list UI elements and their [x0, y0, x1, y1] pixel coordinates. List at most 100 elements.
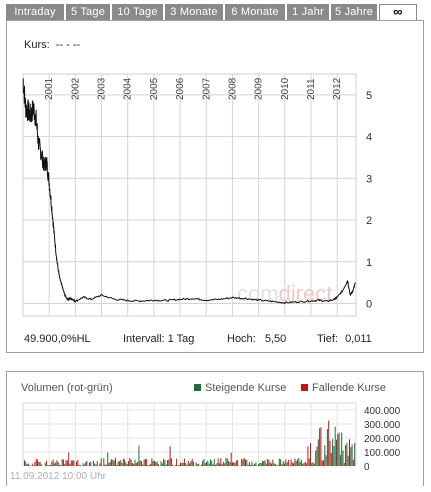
- interval-label: Intervall:: [123, 333, 165, 345]
- volume-bar: [186, 464, 188, 466]
- volume-bar: [261, 460, 263, 466]
- volume-bar: [259, 463, 261, 466]
- volume-bar: [130, 459, 132, 466]
- volume-bar: [337, 434, 339, 466]
- volume-bar: [351, 444, 353, 466]
- volume-bar: [217, 458, 219, 466]
- volume-bar: [177, 465, 179, 466]
- volume-bar: [346, 443, 348, 466]
- volume-bar: [254, 463, 256, 466]
- timeframe-tabs: Intraday 5 Tage 10 Tage 3 Monate 6 Monate 1 J…: [6, 4, 424, 20]
- volume-bar: [219, 463, 220, 466]
- tab-1[interactable]: 5 Tage: [66, 4, 112, 20]
- volume-bar: [55, 462, 57, 466]
- volume-bar: [90, 461, 92, 466]
- volume-bar: [163, 458, 165, 466]
- volume-bar: [221, 464, 223, 466]
- volume-bar: [167, 460, 168, 466]
- y-tick-label: 0: [366, 298, 372, 310]
- volume-bar: [299, 461, 301, 466]
- volume-bar: [269, 462, 271, 466]
- x-tick-label: 2005: [149, 77, 160, 100]
- volume-bar: [51, 461, 53, 466]
- volume-bar: [308, 458, 310, 466]
- volume-bar: [280, 459, 282, 466]
- price-y-axis: 0 1 2 3 4 5: [366, 90, 372, 311]
- volume-bar: [115, 458, 116, 466]
- volume-y-tick-label: 400.000: [364, 406, 401, 417]
- volume-bar: [155, 462, 157, 466]
- low-label: Tief:: [317, 333, 338, 345]
- volume-bar: [297, 459, 298, 466]
- volume-bar: [342, 450, 344, 466]
- tab-7[interactable]: ∞: [379, 4, 417, 20]
- volume-bar: [76, 461, 77, 466]
- volume-bar: [284, 463, 285, 466]
- volume-bar: [343, 462, 345, 466]
- volume-bar: [213, 458, 215, 466]
- volume-bar: [300, 459, 302, 466]
- price-chart: 2001 2002 2003 2004 2005 2006 2007 2008 2009 2010…: [22, 73, 372, 317]
- volume-bar: [144, 458, 146, 466]
- volume-bar: [129, 458, 131, 466]
- volume-bar: [56, 460, 58, 466]
- volume-chart: 400.000 300.000 200.000 100.000 0: [22, 402, 401, 472]
- volume-frame: [22, 402, 357, 467]
- volume-bar: [44, 462, 46, 466]
- volume-bar: [229, 462, 231, 466]
- volume-bar: [183, 458, 185, 466]
- tab-6[interactable]: 5 Jahre: [331, 4, 379, 20]
- volume-bar: [196, 464, 198, 466]
- volume-bar: [200, 464, 202, 466]
- volume-bar: [157, 463, 159, 466]
- tab-4[interactable]: 6 Monate: [225, 4, 287, 20]
- quote-value: -- - --: [55, 39, 81, 51]
- volume-bar: [339, 454, 341, 466]
- volume-bar: [222, 461, 224, 466]
- tab-3[interactable]: 3 Monate: [165, 4, 225, 20]
- tab-0[interactable]: Intraday: [6, 4, 66, 20]
- volume-bar: [83, 464, 85, 466]
- volume-bar: [232, 462, 233, 466]
- volume-bar: [211, 460, 213, 466]
- volume-bar: [311, 463, 313, 466]
- volume-bar: [31, 463, 33, 466]
- tab-5[interactable]: 1 Jahr: [287, 4, 331, 20]
- volume-bar: [243, 458, 245, 466]
- watermark: comdirect: [237, 281, 332, 306]
- volume-bar: [134, 459, 136, 466]
- volume-bar: [190, 461, 192, 466]
- volume-bar: [124, 459, 126, 466]
- volume-bar: [39, 461, 41, 466]
- x-tick-label: 2011: [306, 78, 317, 100]
- tab-2[interactable]: 10 Tage: [112, 4, 165, 20]
- volume-bar: [250, 464, 252, 466]
- volume-bar: [241, 458, 243, 466]
- volume-bar: [187, 460, 189, 466]
- volume-bar: [170, 458, 172, 466]
- volume-bar: [178, 464, 180, 466]
- x-tick-label: 2003: [97, 77, 108, 100]
- volume-bar: [57, 462, 59, 466]
- volume-bar: [52, 459, 54, 466]
- volume-bar: [285, 459, 287, 466]
- y-tick-label: 3: [366, 173, 372, 185]
- volume-bar: [198, 463, 200, 466]
- volume-bar: [152, 461, 154, 466]
- x-tick-label: 2001: [44, 77, 55, 100]
- x-tick-label: 2004: [123, 77, 134, 100]
- volume-y-tick-label: 0: [364, 462, 370, 472]
- volume-bar: [105, 464, 107, 466]
- price-series-line: [22, 78, 356, 305]
- legend-down-swatch: [301, 384, 308, 391]
- quote-line: Kurs: -- - --: [24, 39, 80, 51]
- volume-bar: [191, 459, 193, 466]
- volume-bar: [225, 458, 227, 466]
- volume-bar: [65, 459, 67, 466]
- plot-frame: [22, 73, 357, 317]
- volume-bar: [294, 458, 296, 466]
- volume-bars: [24, 420, 356, 466]
- volume-bar: [304, 461, 306, 466]
- volume-bar: [176, 458, 178, 466]
- volume-bar: [26, 464, 28, 466]
